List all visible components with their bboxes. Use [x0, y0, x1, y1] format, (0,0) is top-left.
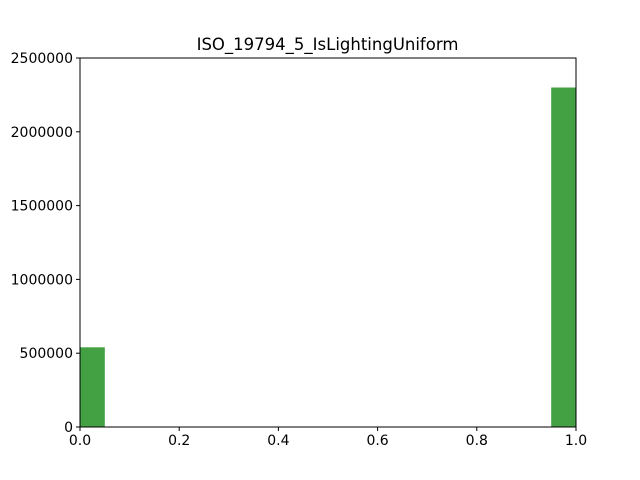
x-axis-ticks: 0.0 0.2 0.4 0.6 0.8 1.0: [69, 427, 587, 449]
histogram-bar-0: [80, 347, 105, 427]
x-tick-label: 0.8: [466, 433, 488, 449]
plot-frame: [79, 57, 577, 428]
x-tick-label: 0.6: [366, 433, 388, 449]
y-tick-label: 500000: [20, 346, 73, 362]
bars-group: [80, 87, 576, 428]
x-tick-label: 0.0: [69, 433, 91, 449]
y-tick-label: 2000000: [11, 125, 73, 141]
x-tick-label: 0.4: [267, 433, 289, 449]
y-tick-label: 0: [64, 420, 73, 436]
y-tick-label: 1500000: [11, 199, 73, 215]
histogram-bar-1: [551, 87, 576, 428]
x-tick-label: 1.0: [565, 433, 587, 449]
x-tick-label: 0.2: [168, 433, 190, 449]
y-tick-label: 1000000: [11, 272, 73, 288]
chart-title: ISO_19794_5_IsLightingUniform: [197, 35, 459, 55]
y-tick-label: 2500000: [11, 51, 73, 67]
y-axis-ticks: 0 500000 1000000 1500000 2000000 2500000: [11, 51, 80, 436]
